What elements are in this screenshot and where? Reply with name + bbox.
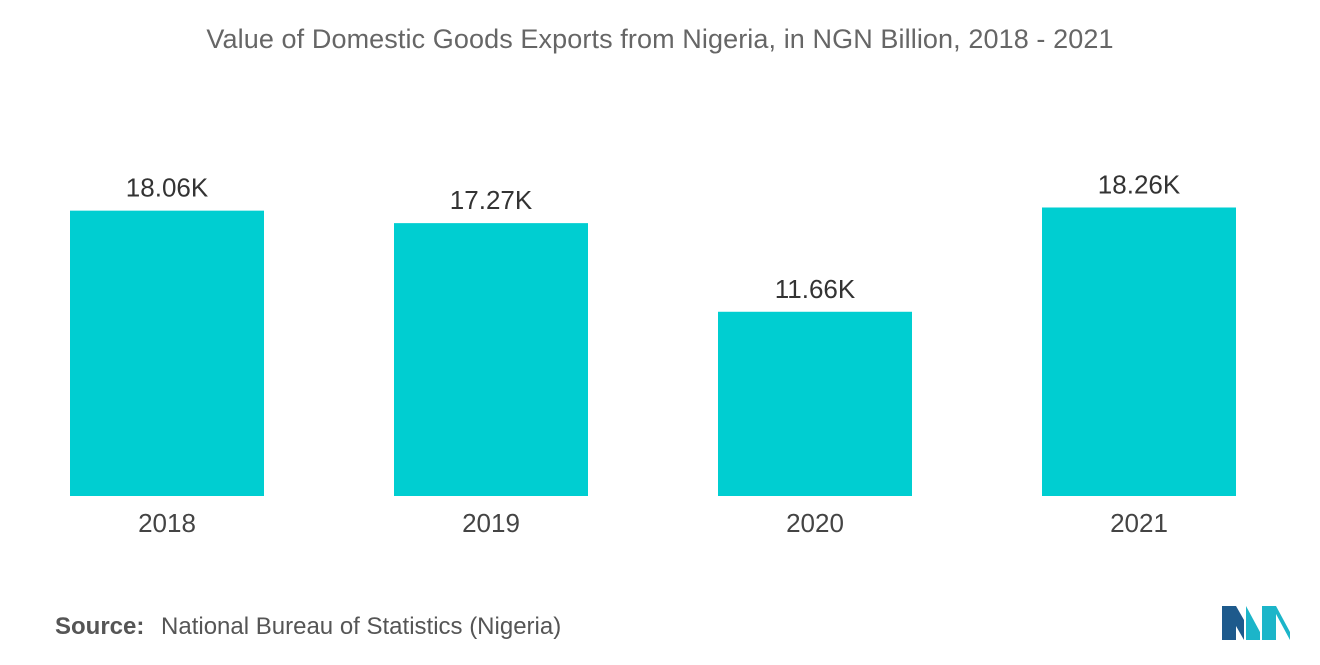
source-prefix: Source: [55,613,145,640]
brand-logo [1222,606,1290,640]
bar-2020 [718,311,912,496]
x-tick-label-2019: 2019 [462,508,520,538]
x-tick-label-2018: 2018 [138,508,196,538]
bar-2021 [1042,207,1236,496]
value-label-2018: 18.06K [126,173,209,203]
x-axis-ticks-layer: 2018 2019 2020 2021 [138,508,1168,538]
source-text: National Bureau of Statistics (Nigeria) [161,613,562,640]
value-label-2019: 17.27K [450,185,533,215]
source-note: Source: National Bureau of Statistics (N… [55,613,561,641]
value-label-2021: 18.26K [1098,169,1181,199]
logo-shape-middle [1246,606,1260,640]
logo-shape-right [1262,606,1290,640]
logo-shape-left [1222,606,1244,640]
value-labels-layer: 18.06K 17.27K 11.66K 18.26K [126,169,1181,303]
bar-2018 [70,210,264,497]
value-label-2020: 11.66K [775,274,856,304]
chart-title: Value of Domestic Goods Exports from Nig… [206,24,1114,54]
x-tick-label-2020: 2020 [786,508,844,538]
bars-layer [70,207,1236,497]
x-tick-label-2021: 2021 [1110,508,1168,538]
bar-2019 [394,223,588,496]
